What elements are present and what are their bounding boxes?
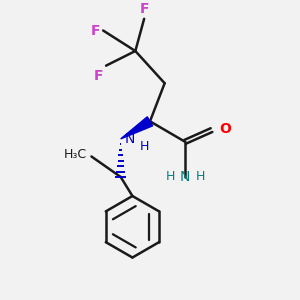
Polygon shape	[121, 117, 153, 139]
Text: H: H	[166, 170, 175, 184]
Text: N: N	[125, 132, 136, 146]
Text: H₃C: H₃C	[64, 148, 87, 161]
Text: F: F	[94, 69, 103, 82]
Text: F: F	[91, 23, 100, 38]
Text: O: O	[219, 122, 231, 136]
Text: H: H	[140, 140, 149, 153]
Text: F: F	[140, 2, 149, 16]
Text: H: H	[195, 170, 205, 184]
Text: N: N	[180, 170, 190, 184]
